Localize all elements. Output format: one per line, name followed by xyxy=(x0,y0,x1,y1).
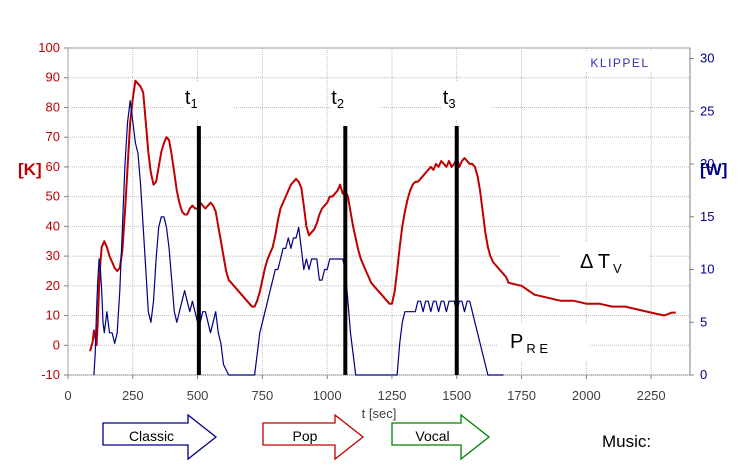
left-tick-label: 90 xyxy=(46,70,60,85)
music-arrow-classic xyxy=(102,413,218,461)
left-tick-label: 60 xyxy=(46,159,60,174)
x-tick-label: 0 xyxy=(64,388,71,403)
right-tick-label: 5 xyxy=(700,314,707,329)
left-tick-label: 70 xyxy=(46,129,60,144)
annotation-layer: Δ T VP R E xyxy=(498,242,650,361)
series-layer xyxy=(89,79,676,376)
left-tick-label: 10 xyxy=(46,308,60,323)
x-tick-label: 250 xyxy=(122,388,144,403)
left-tick-label: 40 xyxy=(46,218,60,233)
right-tick-label: 25 xyxy=(700,103,714,118)
left-tick-label: 20 xyxy=(46,278,60,293)
x-tick-label: 750 xyxy=(252,388,274,403)
music-arrow-label: Classic xyxy=(129,428,174,444)
brand-label: KLIPPEL xyxy=(590,56,649,70)
time-marker-subscript: 1 xyxy=(190,96,197,111)
left-tick-label: 50 xyxy=(46,189,60,204)
marker-label-bg xyxy=(330,82,381,120)
left-tick-label: 30 xyxy=(46,248,60,263)
right-axis-label: [W] xyxy=(700,160,727,179)
music-label: Music: xyxy=(602,432,652,451)
right-tick-label: 0 xyxy=(700,367,707,382)
temperature-series-line xyxy=(89,79,676,352)
time-marker-subscript: 3 xyxy=(448,96,455,111)
x-tick-label: 1000 xyxy=(313,388,342,403)
music-arrow-label: Pop xyxy=(293,428,318,444)
x-tick-label: 2250 xyxy=(637,388,666,403)
music-arrow-label: Vocal xyxy=(415,428,449,444)
marker-label-bg xyxy=(441,82,492,120)
music-arrow-vocal xyxy=(391,413,491,461)
annotation-bg xyxy=(498,323,590,361)
x-axis-label: t [sec] xyxy=(362,406,397,421)
marker-label-bg xyxy=(183,82,234,120)
annotation-subscript: V xyxy=(613,261,622,276)
music-arrow-pop xyxy=(262,413,365,461)
x-tick-label: 1500 xyxy=(442,388,471,403)
left-tick-label: -10 xyxy=(41,367,60,382)
right-tick-label: 30 xyxy=(700,51,714,66)
x-tick-label: 1750 xyxy=(507,388,536,403)
right-tick-label: 10 xyxy=(700,262,714,277)
x-tick-label: 500 xyxy=(187,388,209,403)
right-tick-label: 20 xyxy=(700,156,714,171)
time-marker-subscript: 2 xyxy=(337,96,344,111)
x-tick-label: 1250 xyxy=(377,388,406,403)
left-tick-label: 80 xyxy=(46,99,60,114)
marker-layer: t1 t2 t3 xyxy=(183,82,492,375)
power-series-line xyxy=(93,100,504,376)
x-tick-label: 2000 xyxy=(572,388,601,403)
left-tick-label: 100 xyxy=(38,40,60,55)
right-tick-label: 15 xyxy=(700,209,714,224)
annotation-subscript: R E xyxy=(526,341,548,356)
brand-box xyxy=(574,52,666,72)
music-arrows: Classic Pop Vocal xyxy=(102,413,491,461)
annotation-bg xyxy=(560,242,650,282)
left-tick-label: 0 xyxy=(53,337,60,352)
left-axis-label: [K] xyxy=(18,160,42,179)
